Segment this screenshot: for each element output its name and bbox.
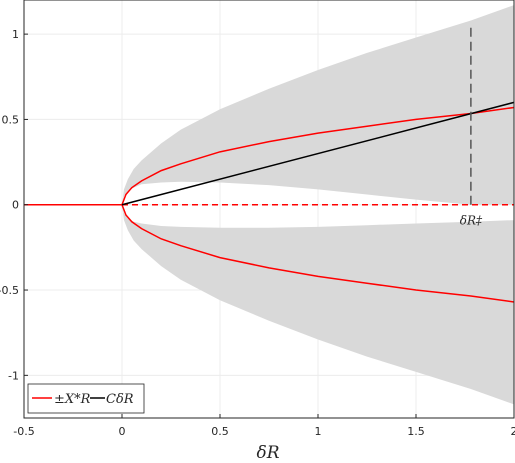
series-red-lower [24,203,515,303]
y-tick-label: 0.5 [2,113,20,126]
legend-label-c-dr: CδR [106,392,134,407]
series-black-line [121,101,515,206]
x-tick-label: 2 [511,425,515,438]
x-axis-label: δR [256,443,279,463]
series-red-upper [24,106,515,206]
legend-label-x-r: ±X*R [54,392,91,407]
annotation-label: δR‡ [460,214,483,228]
x-tick-label: 0 [119,425,126,438]
y-tick-label: 0 [12,199,19,212]
x-tick-label: 0.5 [211,425,229,438]
y-tick-label: 1 [12,28,19,41]
x-tick-label: 1 [315,425,322,438]
axis-ticks: -0.5 0 0.5 1 1.5 2 -1 -0.5 0 0.5 1 [0,28,515,438]
x-tick-label: 1.5 [407,425,425,438]
y-tick-label: -0.5 [0,284,19,297]
legend: ±X*R CδR [27,383,145,414]
annotation: δR‡ [460,214,483,228]
y-tick-label: -1 [8,369,19,382]
plot-area-border [23,0,515,419]
series-lines [24,25,515,303]
shaded-region [122,5,514,405]
x-tick-label: -0.5 [13,425,34,438]
